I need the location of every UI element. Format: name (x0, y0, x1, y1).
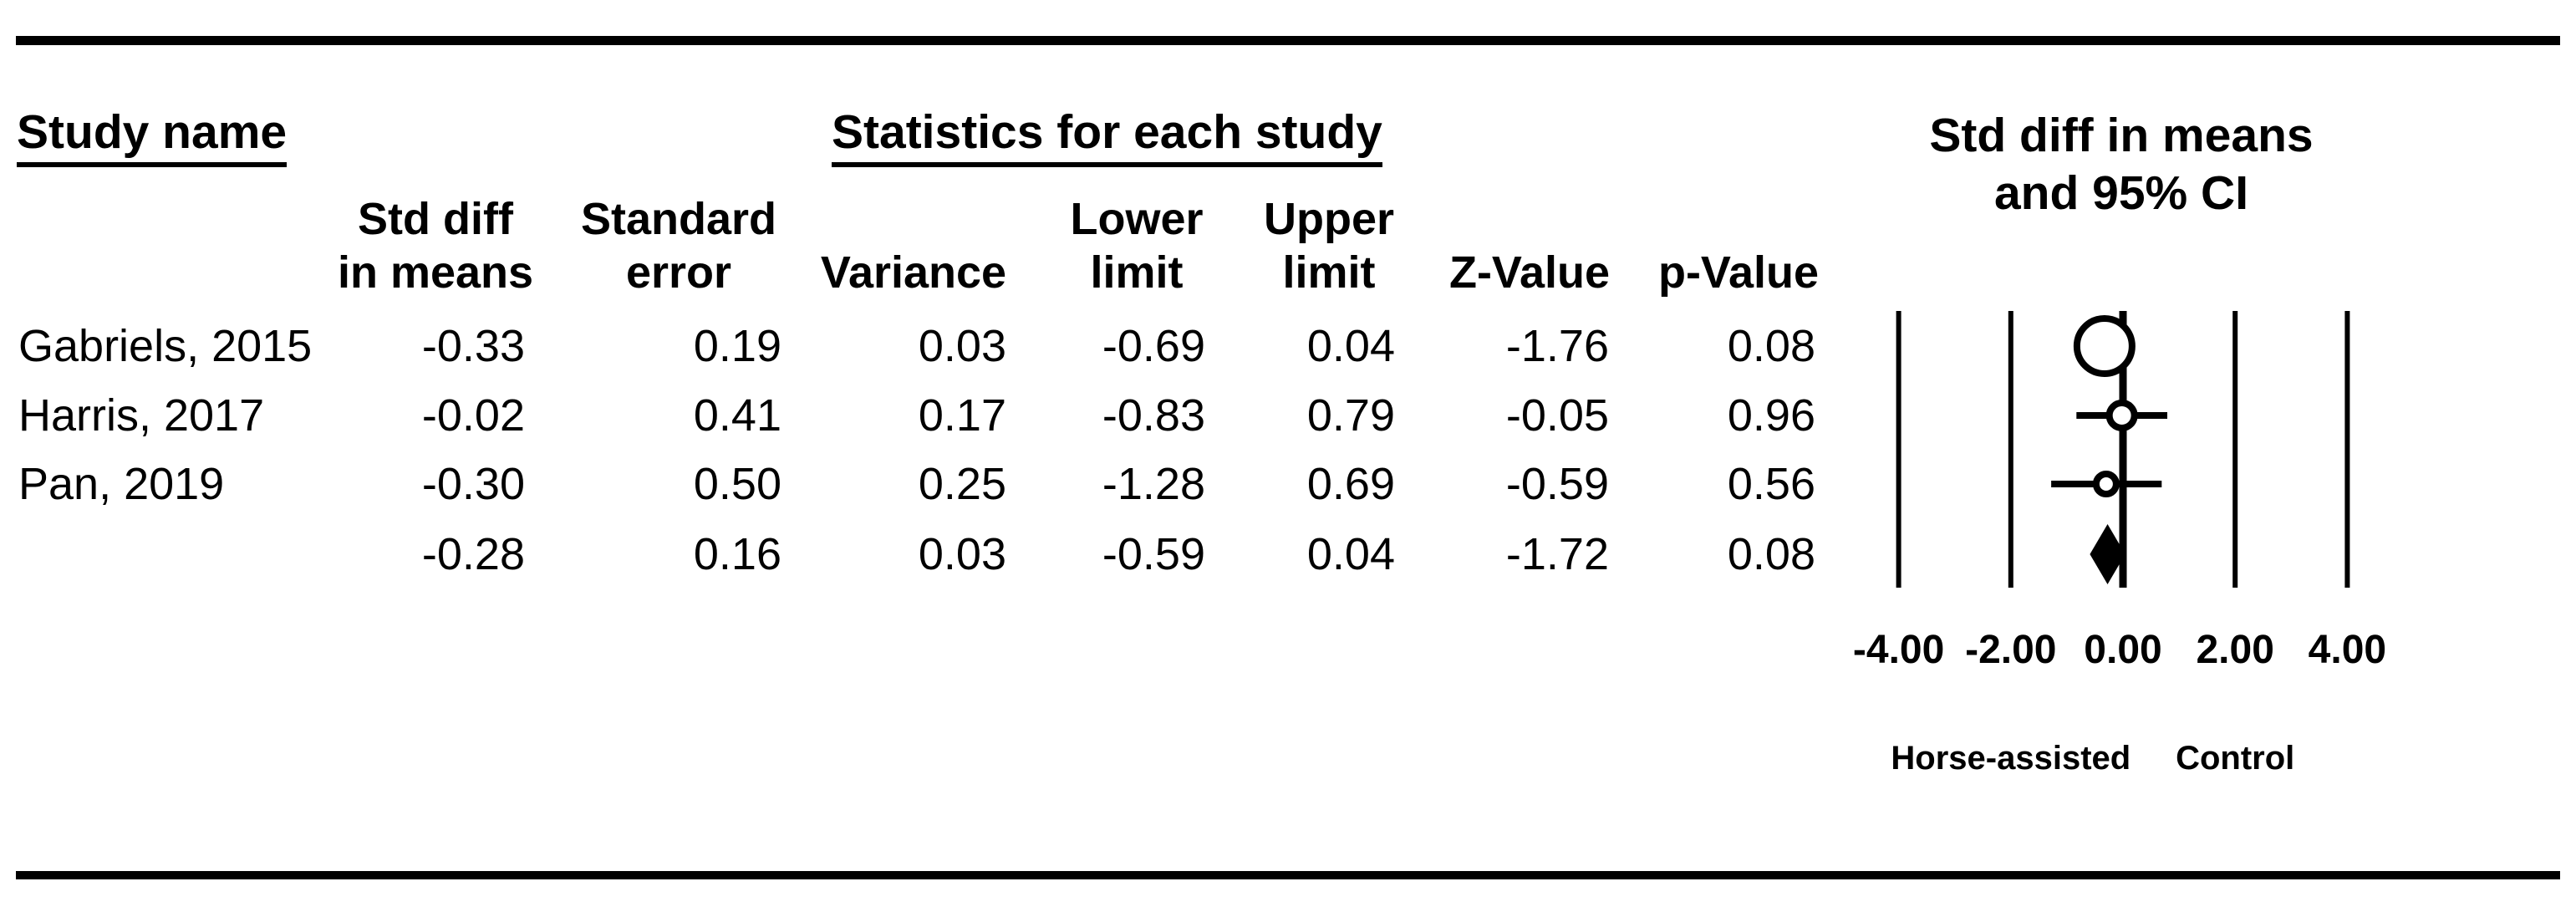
column-header-line: Variance (820, 247, 1007, 298)
column-header-line: Z-Value (1448, 247, 1611, 298)
study-row-value-upper_limit: 0.04 (1306, 321, 1395, 371)
plot-title-line1: Std diff in means (1929, 109, 2314, 162)
statistics-header: Statistics for each study (832, 107, 1382, 167)
study-row-value-variance: 0.03 (918, 321, 1006, 371)
axis-tick-label: 4.00 (2308, 628, 2387, 672)
column-header-line: Standard (580, 194, 777, 244)
plot-title-line2: and 95% CI (1993, 166, 2249, 220)
column-header-upper_limit: Upper limit (1153, 178, 1504, 299)
column-header-p_value: p-Value (1563, 178, 1914, 299)
summary-row-value-variance: 0.03 (918, 529, 1006, 579)
study-row-value-z_value: -1.76 (1505, 321, 1609, 371)
study-name-cell: Harris, 2017 (18, 390, 265, 441)
weight-circle (2105, 400, 2138, 431)
plot-title: Std diff in means and 95% CI (1850, 107, 2393, 222)
study-row-value-z_value: -0.05 (1505, 390, 1609, 441)
column-header-z_value: Z-Value (1354, 178, 1705, 299)
study-row-value-std_diff: -0.33 (421, 321, 525, 371)
axis-tick-label: -4.00 (1852, 628, 1945, 672)
study-row-value-variance: 0.25 (918, 459, 1006, 509)
bottom-border-rule (16, 871, 2560, 879)
summary-row-value-std_diff: -0.28 (421, 529, 525, 579)
summary-row-value-upper_limit: 0.04 (1306, 529, 1395, 579)
column-header-variance: Variance (738, 178, 1089, 299)
study-row-value-p_value: 0.96 (1727, 390, 1815, 441)
study-row-value-z_value: -0.59 (1505, 459, 1609, 509)
study-row-value-upper_limit: 0.79 (1306, 390, 1395, 441)
axis-tick-label: 2.00 (2196, 628, 2274, 672)
summary-row-value-z_value: -1.72 (1505, 529, 1609, 579)
axis-tick-label: -2.00 (1965, 628, 2057, 672)
study-row-value-standard_error: 0.41 (693, 390, 781, 441)
study-row-value-std_diff: -0.02 (421, 390, 525, 441)
column-header-line: limit (1090, 247, 1184, 298)
column-header-line: in means (337, 247, 534, 298)
summary-row-value-lower_limit: -0.59 (1102, 529, 1205, 579)
study-row-value-lower_limit: -0.83 (1102, 390, 1205, 441)
study-row-value-standard_error: 0.50 (693, 459, 781, 509)
weight-circle (2092, 471, 2120, 497)
column-header-line: Lower (1070, 194, 1204, 244)
summary-row-value-p_value: 0.08 (1727, 529, 1815, 579)
favours-left-label: Horse-assisted (1891, 740, 2131, 777)
column-header-line: Upper (1263, 194, 1394, 244)
column-header-line: Std diff (358, 194, 513, 244)
study-row-value-p_value: 0.08 (1727, 321, 1815, 371)
study-name-cell: Gabriels, 2015 (18, 321, 313, 371)
column-header-standard_error: Standard error (503, 178, 854, 299)
study-row-value-variance: 0.17 (918, 390, 1006, 441)
column-header-lower_limit: Lower limit (961, 178, 1312, 299)
column-header-line: error (625, 247, 732, 298)
top-border-rule (16, 36, 2560, 45)
study-name-cell: Pan, 2019 (18, 459, 225, 509)
study-row-value-p_value: 0.56 (1727, 459, 1815, 509)
weight-circle (2073, 315, 2136, 377)
column-header-line: p-Value (1657, 247, 1820, 298)
summary-diamond (2090, 524, 2125, 584)
summary-row-value-standard_error: 0.16 (693, 529, 781, 579)
axis-tick-label: 0.00 (2084, 628, 2162, 672)
study-row-value-std_diff: -0.30 (421, 459, 525, 509)
study-row-value-lower_limit: -0.69 (1102, 321, 1205, 371)
study-name-header: Study name (17, 107, 288, 167)
favours-right-label: Control (2176, 740, 2295, 777)
column-header-std_diff: Std diff in means (260, 178, 611, 299)
study-row-value-lower_limit: -1.28 (1102, 459, 1205, 509)
column-header-line: limit (1282, 247, 1376, 298)
study-row-value-standard_error: 0.19 (693, 321, 781, 371)
study-row-value-upper_limit: 0.69 (1306, 459, 1395, 509)
